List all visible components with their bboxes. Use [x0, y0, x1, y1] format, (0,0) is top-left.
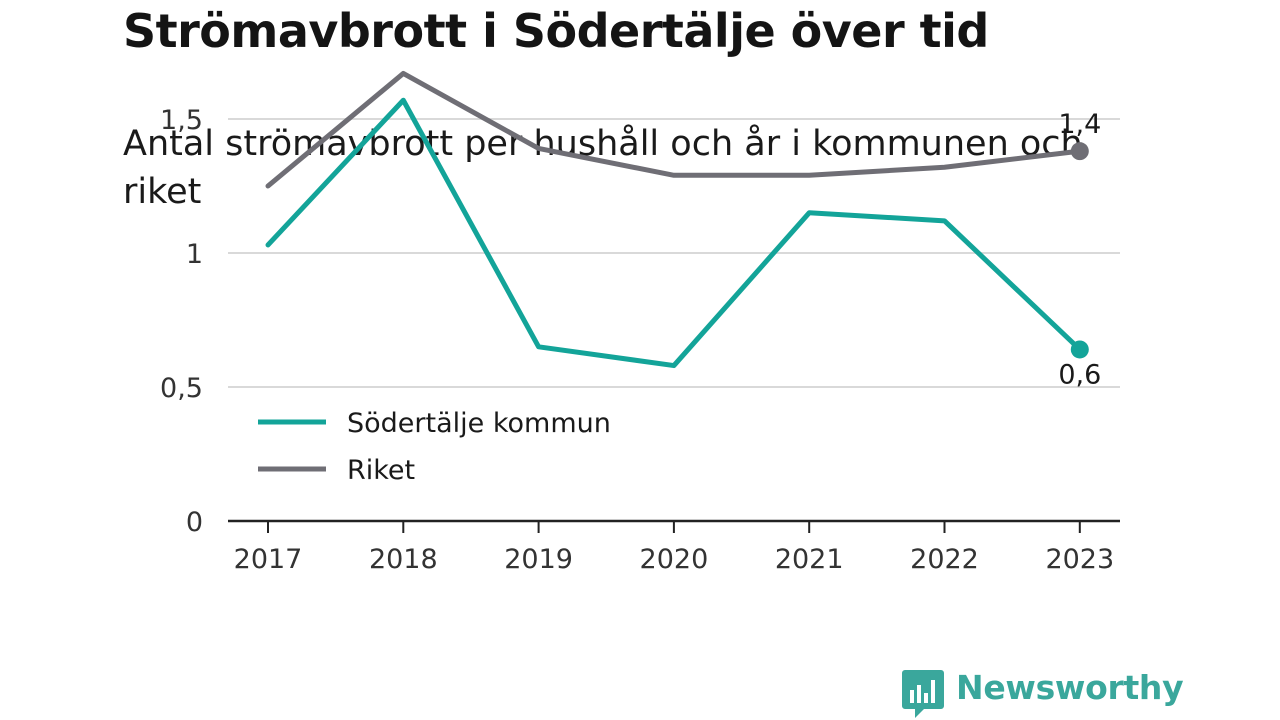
endpoint-marker-sodertalje: [1070, 340, 1089, 359]
legend-background: [243, 395, 648, 495]
x-tick-label: 2020: [640, 544, 709, 575]
x-tick-label: 2017: [234, 544, 303, 575]
newsworthy-logo-icon: [902, 670, 944, 718]
y-tick-label: 1: [186, 239, 203, 270]
brand-name: Newsworthy: [956, 668, 1184, 707]
series-line-riket: [265, 70, 1083, 189]
x-tick-label: 2023: [1045, 544, 1114, 575]
series-line-sodertalje: [265, 97, 1083, 369]
x-tick-label: 2018: [369, 544, 438, 575]
legend-label: Riket: [347, 455, 415, 486]
x-tick-label: 2021: [775, 544, 844, 575]
y-tick-label: 0,5: [160, 373, 203, 404]
y-tick-label: 1,5: [160, 105, 203, 136]
y-tick-label: 0: [186, 507, 203, 538]
chart-subtitle: Antal strömavbrott per hushåll och år i …: [123, 124, 1083, 212]
legend-label: Södertälje kommun: [347, 408, 611, 439]
data-label-riket-2023: 1,4: [1058, 109, 1101, 140]
x-tick-label: 2022: [910, 544, 979, 575]
chart-title: Strömavbrott i Södertälje över tid: [123, 4, 989, 58]
x-tick-label: 2019: [504, 544, 573, 575]
endpoint-marker-riket: [1070, 142, 1089, 161]
data-label-sodertalje-2023: 0,6: [1058, 359, 1101, 390]
